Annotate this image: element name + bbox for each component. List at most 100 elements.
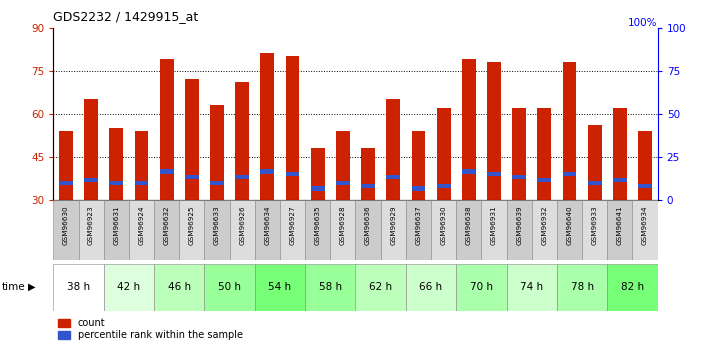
Bar bbox=[255, 264, 305, 310]
Bar bbox=[538, 108, 551, 200]
Bar bbox=[129, 200, 154, 260]
Bar bbox=[210, 105, 224, 200]
Bar bbox=[331, 200, 356, 260]
Bar bbox=[235, 175, 249, 179]
Bar bbox=[557, 264, 607, 310]
Bar bbox=[53, 264, 104, 310]
Bar bbox=[487, 172, 501, 176]
Text: time: time bbox=[1, 282, 25, 292]
Text: GSM96927: GSM96927 bbox=[289, 205, 296, 245]
Text: GSM96630: GSM96630 bbox=[63, 205, 69, 245]
Text: GSM96636: GSM96636 bbox=[365, 205, 371, 245]
Bar bbox=[305, 200, 331, 260]
Bar bbox=[638, 184, 652, 188]
Text: 50 h: 50 h bbox=[218, 282, 241, 292]
Bar bbox=[412, 131, 425, 200]
Bar bbox=[386, 99, 400, 200]
Text: GSM96931: GSM96931 bbox=[491, 205, 497, 245]
Bar bbox=[557, 200, 582, 260]
Text: 38 h: 38 h bbox=[67, 282, 90, 292]
Bar bbox=[179, 200, 205, 260]
Text: GDS2232 / 1429915_at: GDS2232 / 1429915_at bbox=[53, 10, 198, 23]
Bar bbox=[487, 62, 501, 200]
Bar bbox=[613, 108, 627, 200]
Bar bbox=[260, 53, 274, 200]
Bar bbox=[235, 82, 249, 200]
Bar bbox=[185, 79, 199, 200]
Bar bbox=[406, 264, 456, 310]
Bar bbox=[406, 200, 431, 260]
Bar bbox=[336, 181, 350, 185]
Bar bbox=[84, 99, 98, 200]
Bar bbox=[260, 169, 274, 174]
Bar bbox=[205, 264, 255, 310]
Text: 74 h: 74 h bbox=[520, 282, 543, 292]
Bar bbox=[506, 264, 557, 310]
Bar bbox=[109, 181, 123, 185]
Bar bbox=[280, 200, 305, 260]
Bar bbox=[607, 264, 658, 310]
Bar bbox=[582, 200, 607, 260]
Bar bbox=[205, 200, 230, 260]
Text: GSM96924: GSM96924 bbox=[139, 205, 144, 245]
Bar bbox=[538, 178, 551, 182]
Text: ▶: ▶ bbox=[28, 282, 36, 292]
Bar bbox=[412, 186, 425, 191]
Bar bbox=[613, 178, 627, 182]
Bar bbox=[361, 148, 375, 200]
Bar bbox=[104, 264, 154, 310]
Bar bbox=[78, 200, 104, 260]
Bar bbox=[506, 200, 532, 260]
Bar bbox=[210, 181, 224, 185]
Text: GSM96930: GSM96930 bbox=[441, 205, 447, 245]
Bar bbox=[638, 131, 652, 200]
Bar bbox=[84, 178, 98, 182]
Bar bbox=[437, 184, 451, 188]
Text: GSM96933: GSM96933 bbox=[592, 205, 598, 245]
Legend: count, percentile rank within the sample: count, percentile rank within the sample bbox=[58, 318, 242, 340]
Text: GSM96631: GSM96631 bbox=[113, 205, 119, 245]
Bar bbox=[588, 181, 602, 185]
Text: GSM96641: GSM96641 bbox=[617, 205, 623, 245]
Bar bbox=[311, 148, 325, 200]
Text: GSM96934: GSM96934 bbox=[642, 205, 648, 245]
Text: 78 h: 78 h bbox=[570, 282, 594, 292]
Bar bbox=[53, 200, 78, 260]
Bar bbox=[59, 181, 73, 185]
Bar bbox=[134, 131, 149, 200]
Text: 66 h: 66 h bbox=[419, 282, 443, 292]
Bar bbox=[356, 264, 406, 310]
Bar bbox=[109, 128, 123, 200]
Text: GSM96633: GSM96633 bbox=[214, 205, 220, 245]
Bar bbox=[462, 169, 476, 174]
Bar bbox=[311, 186, 325, 191]
Text: GSM96639: GSM96639 bbox=[516, 205, 522, 245]
Text: 70 h: 70 h bbox=[470, 282, 493, 292]
Text: GSM96928: GSM96928 bbox=[340, 205, 346, 245]
Bar bbox=[588, 125, 602, 200]
Bar bbox=[185, 175, 199, 179]
Text: GSM96637: GSM96637 bbox=[415, 205, 422, 245]
Bar bbox=[154, 264, 205, 310]
Text: 46 h: 46 h bbox=[168, 282, 191, 292]
Text: GSM96923: GSM96923 bbox=[88, 205, 94, 245]
Bar bbox=[160, 169, 173, 174]
Bar bbox=[633, 200, 658, 260]
Bar bbox=[154, 200, 179, 260]
Text: 100%: 100% bbox=[629, 18, 658, 28]
Bar bbox=[286, 56, 299, 200]
Bar bbox=[160, 59, 173, 200]
Text: GSM96925: GSM96925 bbox=[189, 205, 195, 245]
Text: GSM96929: GSM96929 bbox=[390, 205, 396, 245]
Bar bbox=[512, 175, 526, 179]
Text: GSM96632: GSM96632 bbox=[164, 205, 170, 245]
Bar bbox=[255, 200, 280, 260]
Text: 62 h: 62 h bbox=[369, 282, 392, 292]
Bar bbox=[134, 181, 149, 185]
Bar bbox=[462, 59, 476, 200]
Bar bbox=[230, 200, 255, 260]
Bar bbox=[59, 131, 73, 200]
Text: GSM96640: GSM96640 bbox=[567, 205, 572, 245]
Bar bbox=[361, 184, 375, 188]
Text: GSM96932: GSM96932 bbox=[541, 205, 547, 245]
